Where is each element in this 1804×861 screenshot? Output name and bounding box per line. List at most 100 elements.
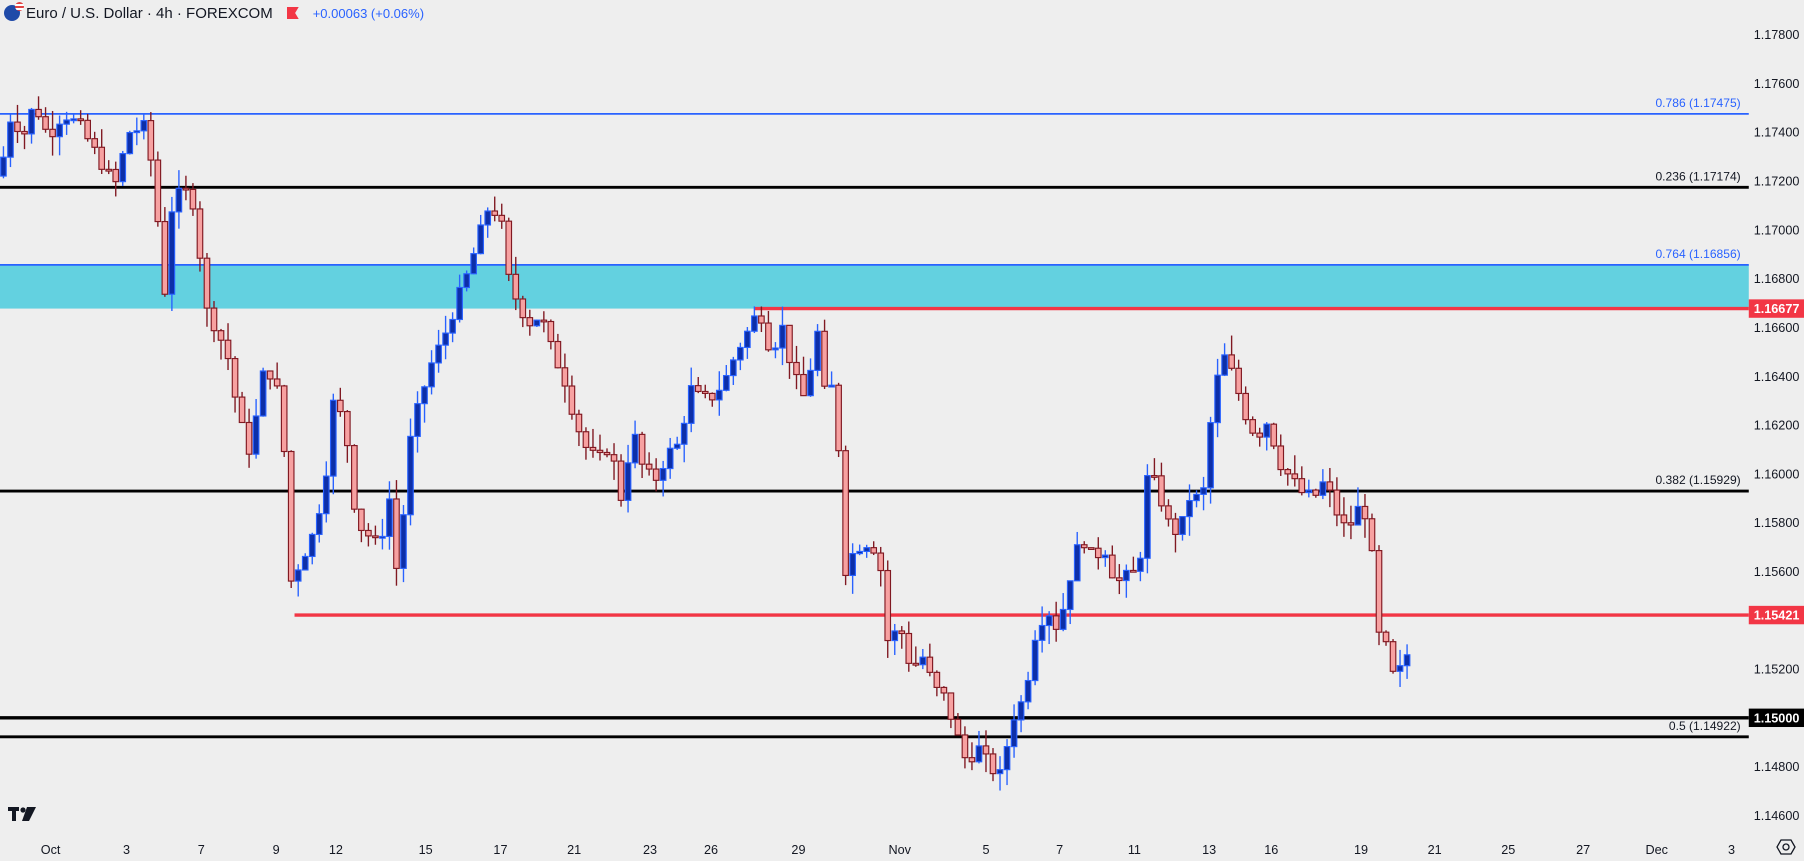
candle-up (1186, 484, 1193, 536)
candle-up (772, 342, 779, 359)
candle-body (701, 390, 709, 394)
candle-up (421, 385, 428, 423)
candle-down (365, 523, 372, 547)
candle-body (1094, 547, 1102, 559)
candle-down (1158, 462, 1165, 512)
time-tick: 15 (419, 843, 433, 857)
candle-body (1172, 518, 1179, 536)
price-tag-label: 1.15421 (1754, 609, 1800, 623)
price-tag[interactable] (1748, 605, 1804, 625)
settings-hex-icon[interactable] (1776, 837, 1796, 857)
candle-body (315, 513, 323, 536)
candle-body (1010, 719, 1018, 748)
price-tag[interactable] (1748, 299, 1804, 318)
candle-body (1080, 544, 1088, 549)
candle-down (610, 443, 618, 480)
candle-body (322, 475, 330, 515)
candle-up (28, 107, 35, 144)
candle-body (1382, 631, 1390, 643)
time-tick: 19 (1354, 843, 1368, 857)
candle-body (1389, 641, 1397, 672)
candle-body (112, 168, 120, 183)
candle-up (463, 270, 470, 292)
candle-down (358, 508, 365, 543)
candle-body (687, 385, 695, 424)
candle-body (582, 431, 590, 449)
fib-label: 0.786 (1.17475) (1655, 96, 1740, 110)
red-flag-icon[interactable] (286, 7, 299, 19)
candle-body (105, 168, 113, 172)
candle-body (849, 553, 856, 577)
time-tick: 17 (493, 843, 507, 857)
candle-down (708, 392, 716, 407)
time-tick: 11 (1128, 843, 1141, 857)
candle-body (484, 210, 492, 226)
candle-down (210, 301, 218, 343)
time-tick: 29 (791, 843, 805, 857)
candle-up (442, 315, 449, 360)
candle-down (701, 384, 709, 399)
candle-body (407, 435, 414, 516)
candle-body (182, 187, 190, 191)
candle-up (56, 115, 63, 156)
candle-body (1186, 500, 1193, 518)
price-tick: 1.17200 (1754, 175, 1800, 189)
candle-up (680, 415, 688, 463)
candle-up (673, 436, 681, 450)
candle-body (1375, 550, 1383, 633)
candle-down (926, 643, 934, 677)
candle-down (933, 670, 941, 697)
candle-down (1284, 468, 1292, 486)
candle-up (379, 518, 386, 550)
candle-down (344, 410, 351, 463)
candle-down (765, 310, 772, 352)
candle-up (729, 356, 737, 385)
candle-body (624, 462, 632, 501)
candle-body (456, 286, 463, 321)
candle-body (884, 569, 892, 642)
candle-down (21, 125, 28, 150)
candle-down (575, 409, 583, 447)
time-tick: 12 (329, 843, 343, 857)
candle-body (814, 330, 821, 371)
candle-down (1094, 537, 1102, 570)
level-labels: 0.786 (1.17475) 0.236 (1.17174) 0.764 (1.1… (1655, 96, 1740, 733)
price-tag[interactable] (1748, 708, 1804, 728)
candle-body (35, 108, 42, 118)
candle-body (1165, 505, 1172, 520)
price-axis[interactable]: 1.17800 1.17600 1.17400 1.17200 1.17000 1.168… (1748, 28, 1804, 823)
candle-body (1214, 374, 1221, 424)
time-tick: Nov (888, 843, 911, 857)
candle-down (1361, 494, 1369, 538)
candle-up (533, 319, 541, 327)
candle-up (715, 371, 723, 416)
candle-body (519, 298, 527, 319)
candle-down (1228, 335, 1235, 371)
candle-down (182, 175, 190, 201)
tradingview-logo-icon[interactable] (8, 805, 38, 823)
candle-down (652, 458, 660, 492)
symbol-title[interactable]: Euro / U.S. Dollar · 4h · FOREXCOM (26, 4, 273, 22)
candle-body (968, 757, 976, 763)
candle-body (91, 138, 99, 148)
support-resistance-zone (0, 264, 1749, 309)
time-tick: 25 (1501, 843, 1515, 857)
candle-body (168, 211, 176, 295)
candle-down (540, 311, 548, 333)
candle-up (322, 461, 330, 523)
candle-body (547, 320, 555, 343)
price-tag-label: 1.16677 (1754, 302, 1800, 316)
candle-down (800, 356, 807, 397)
time-axis[interactable]: Oct 3 7 9 12 15 17 21 23 26 29 Nov 5 7 11 13 16 19 21 25 27 D… (41, 843, 1735, 857)
candle-down (870, 541, 878, 556)
candle-body (821, 330, 828, 387)
horizontal-levels[interactable] (0, 112, 1749, 739)
time-tick: 7 (198, 843, 205, 857)
candle-body (722, 374, 730, 391)
candle-body (7, 121, 14, 158)
candle-body (463, 273, 470, 289)
candle-down (1368, 513, 1376, 552)
candle-down (1382, 630, 1390, 646)
